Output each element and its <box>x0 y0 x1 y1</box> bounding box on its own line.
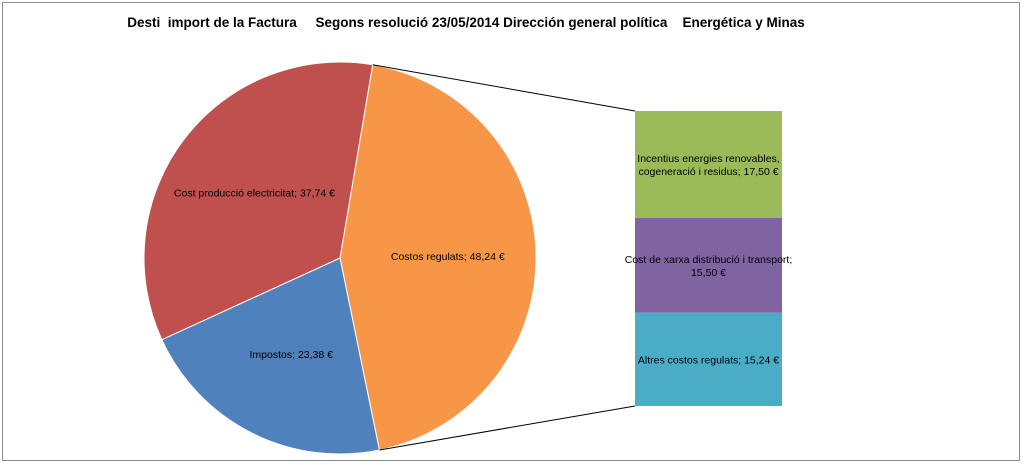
pie-label-costos-regulats: Costos regulats; 48,24 € <box>391 251 505 263</box>
pie-label-impostos: Impostos; 23,38 € <box>250 349 334 361</box>
bar-label-altres-costos-regulats: Altres costos regulats; 15,24 € <box>638 354 779 366</box>
bar-label-incentius-energies-renovables-cogeneracio-i-residus: Incentius energies renovables, cogeneraci… <box>637 153 779 178</box>
pie-slice-costos-regulats <box>339 64 537 451</box>
bar-segment-altres-costos-regulats <box>635 312 782 406</box>
pie-label-cost-produccio-electricitat: Cost producció electricitat; 37,74 € <box>174 187 335 199</box>
pie-slice-cost-produccio-electricitat <box>143 61 374 341</box>
connector-line-top <box>372 64 636 112</box>
bar-label-cost-de-xarxa-distribucio-i-transport: Cost de xarxa distribució i transport; 15… <box>625 254 793 279</box>
chart-title: Desti import de la Factura Segons resolu… <box>127 15 805 30</box>
bar-segment-incentius-energies-renovables-cogeneracio-i-residus <box>635 111 782 219</box>
pie-slice-impostos <box>161 257 381 455</box>
bar-segment-cost-de-xarxa-distribucio-i-transport <box>635 218 782 313</box>
connector-line-bottom <box>379 405 636 451</box>
